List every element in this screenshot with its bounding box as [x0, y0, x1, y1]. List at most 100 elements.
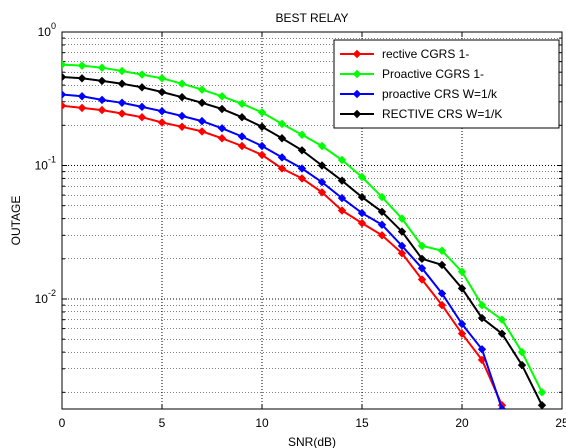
series-point — [337, 206, 347, 215]
series-point — [197, 116, 207, 126]
series-point — [537, 388, 547, 397]
series-point — [477, 345, 487, 354]
series-point — [377, 231, 387, 240]
series-point — [157, 87, 167, 97]
series-point — [357, 218, 367, 228]
series-point — [497, 329, 507, 338]
x-axis-label: SNR(dB) — [288, 435, 336, 448]
series-point — [277, 134, 287, 143]
series-3 — [62, 72, 547, 409]
series-point — [137, 70, 147, 79]
series-point — [97, 105, 107, 115]
series-point — [357, 172, 367, 182]
series-point — [437, 260, 447, 270]
legend-swatch-marker — [352, 49, 362, 59]
series-point — [437, 246, 447, 255]
x-tick-label: 10 — [255, 416, 269, 430]
series-point — [77, 61, 87, 70]
series-point — [417, 254, 427, 264]
series-point — [197, 85, 207, 94]
series-point — [437, 300, 447, 310]
series-point — [337, 155, 347, 165]
x-tick-label: 5 — [159, 416, 166, 430]
series-point — [317, 177, 327, 187]
y-tick-label: 100 — [38, 21, 56, 39]
series-point — [157, 118, 167, 127]
series-point — [257, 122, 267, 131]
series-point — [477, 313, 487, 323]
series-point — [137, 83, 147, 92]
series-point — [177, 122, 187, 131]
series-point — [62, 101, 67, 111]
grid — [62, 32, 562, 409]
series-point — [417, 275, 427, 284]
series-point — [257, 141, 267, 151]
series-point — [277, 119, 287, 129]
series-point — [137, 102, 147, 112]
series-point — [297, 130, 307, 139]
series-point — [117, 79, 127, 88]
series-point — [317, 188, 327, 197]
series-point — [317, 141, 327, 151]
series-point — [497, 404, 507, 409]
series-point — [137, 113, 147, 122]
series-point — [297, 146, 307, 155]
plot-frame — [61, 31, 563, 410]
series-point — [297, 164, 307, 173]
series-point — [197, 127, 207, 136]
series-point — [437, 289, 447, 298]
series-point — [377, 220, 387, 229]
series-point — [237, 113, 247, 122]
series-point — [77, 92, 87, 101]
series-point — [457, 284, 467, 293]
series-point — [257, 108, 267, 117]
series-point — [97, 76, 107, 86]
series-point — [117, 109, 127, 118]
series-point — [337, 176, 347, 185]
series-point — [397, 214, 407, 223]
series-point — [397, 241, 407, 251]
legend-swatch-marker — [352, 69, 362, 79]
series-point — [397, 227, 407, 236]
series-point — [517, 360, 527, 370]
series-point — [177, 92, 187, 102]
chart-title: BEST RELAY — [276, 11, 349, 25]
series-point — [457, 329, 467, 338]
series-point — [237, 132, 247, 141]
y-tick-label: 10-2 — [35, 288, 56, 306]
series-point — [237, 99, 247, 108]
series-point — [177, 79, 187, 88]
series-point — [297, 174, 307, 183]
series-layer — [62, 60, 547, 409]
series-point — [477, 300, 487, 310]
series-point — [357, 208, 367, 218]
legend-label: rective CGRS 1- — [382, 47, 469, 61]
series-point — [177, 111, 187, 121]
series-point — [417, 241, 427, 251]
series-point — [357, 192, 367, 202]
legend-label: Proactive CGRS 1- — [382, 67, 484, 81]
legend-swatch-marker — [352, 109, 362, 119]
series-point — [417, 264, 427, 273]
series-point — [157, 107, 167, 116]
x-tick-label: 20 — [455, 416, 469, 430]
series-point — [217, 92, 227, 101]
series-point — [317, 161, 327, 170]
series-point — [457, 267, 467, 276]
series-point — [97, 63, 107, 72]
series-point — [517, 347, 527, 357]
series-point — [537, 401, 547, 409]
series-point — [157, 74, 167, 83]
y-axis-label: OUTAGE — [9, 196, 23, 246]
series-point — [277, 164, 287, 173]
series-point — [337, 193, 347, 203]
series-point — [397, 249, 407, 258]
x-tick-label: 0 — [59, 416, 66, 430]
series-1 — [62, 60, 547, 397]
series-point — [62, 60, 67, 69]
series-point — [237, 141, 247, 151]
series-point — [377, 192, 387, 202]
series-2 — [62, 90, 507, 409]
series-point — [277, 153, 287, 162]
